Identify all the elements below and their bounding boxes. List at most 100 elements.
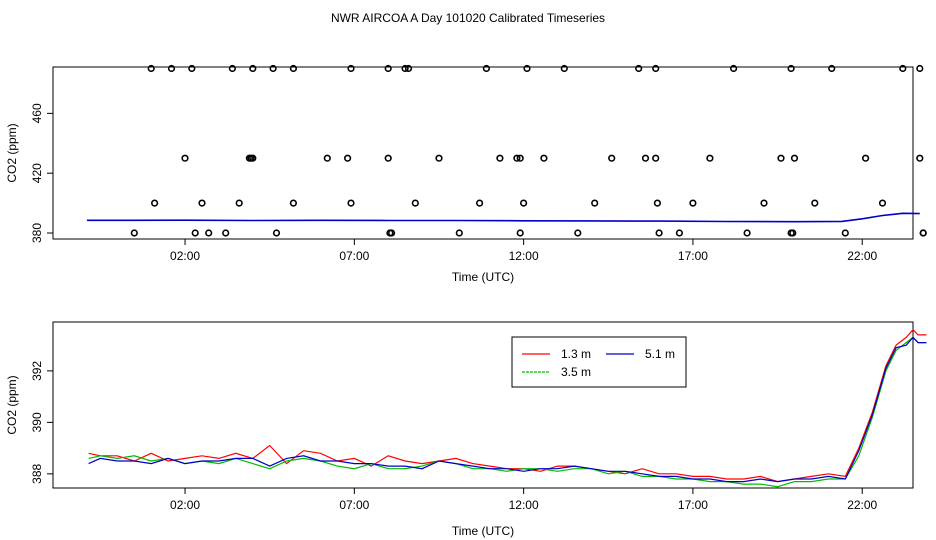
top-marker-point (235, 199, 243, 207)
legend-box (511, 336, 687, 388)
top-marker-point (269, 64, 277, 73)
bottom-series-layer (88, 328, 927, 488)
top-series-line-h51 (86, 212, 920, 223)
top-marker-point (916, 64, 924, 73)
top-marker-point (811, 199, 819, 207)
top-marker-point (655, 229, 663, 237)
bot-y-tick-label: 392 (30, 361, 44, 381)
top-series-layer (86, 212, 920, 223)
bot-series-line-h13 (88, 328, 927, 483)
top-marker-point (384, 154, 392, 162)
top-marker-point (191, 229, 199, 237)
bot-series-line-h35 (88, 336, 927, 488)
top-marker-point (147, 64, 155, 73)
top-marker-point (540, 154, 548, 162)
top-marker-point (513, 154, 521, 162)
bottom-x-axis-label: Time (UTC) (452, 524, 514, 538)
top-marker-point (652, 64, 660, 73)
top-marker-point (272, 229, 281, 237)
top-marker-point (760, 199, 768, 207)
top-marker-layer (130, 64, 927, 237)
top-marker-point (347, 64, 355, 73)
top-x-tick-label: 17:00 (678, 249, 708, 263)
top-marker-point (516, 229, 524, 237)
top-y-axis: 380 420 460 (30, 103, 53, 243)
top-marker-point (828, 64, 836, 73)
top-marker-point (496, 154, 504, 162)
top-marker-point (523, 64, 531, 73)
top-marker-point (289, 64, 298, 73)
top-marker-point (652, 154, 660, 162)
top-x-tick-label: 12:00 (509, 249, 539, 263)
bottom-panel: 02:00 07:00 12:00 17:00 22:00 388 390 392 Time… (5, 321, 927, 538)
legend-label-3-5m: 3.5 m (561, 365, 591, 379)
top-marker-point (198, 199, 206, 207)
bot-x-tick-label: 17:00 (678, 498, 708, 512)
legend: 1.3 m 5.1 m 3.5 m (511, 336, 687, 388)
top-marker-point (347, 199, 355, 207)
top-marker-point (289, 199, 298, 207)
top-marker-point (729, 64, 738, 73)
legend-label-5-1m: 5.1 m (645, 347, 675, 361)
top-marker-point (516, 154, 524, 162)
top-marker-point (591, 199, 599, 207)
top-marker-point (608, 154, 616, 162)
top-marker-point (743, 229, 751, 237)
top-marker-point (222, 229, 230, 237)
top-marker-point (653, 199, 662, 207)
top-marker-point (181, 154, 189, 162)
top-x-tick-label: 22:00 (847, 249, 877, 263)
top-marker-point (919, 229, 927, 237)
top-marker-point (790, 154, 799, 162)
bot-x-tick-label: 12:00 (509, 498, 539, 512)
top-marker-point (560, 64, 568, 73)
top-marker-point (411, 199, 419, 207)
top-y-tick-label: 380 (30, 223, 44, 243)
top-marker-point (188, 64, 196, 73)
bottom-x-axis: 02:00 07:00 12:00 17:00 22:00 (170, 488, 878, 512)
top-y-tick-label: 460 (30, 103, 44, 123)
bot-y-tick-label: 390 (30, 412, 44, 432)
top-plot-frame (52, 66, 914, 240)
top-x-axis-label: Time (UTC) (452, 270, 514, 284)
top-marker-point (476, 199, 484, 207)
top-marker-point (401, 64, 409, 73)
bot-y-tick-label: 388 (30, 464, 44, 484)
bot-x-tick-label: 22:00 (847, 498, 877, 512)
top-x-axis: 02:00 07:00 12:00 17:00 22:00 (170, 239, 878, 263)
top-panel: 02:00 07:00 12:00 17:00 22:00 380 420 460 Time… (5, 64, 927, 284)
top-marker-point (249, 154, 257, 162)
top-marker-point (899, 64, 907, 73)
top-marker-point (861, 154, 870, 162)
top-marker-point (384, 64, 392, 73)
bottom-y-axis-label: CO2 (ppm) (5, 375, 19, 434)
top-marker-point (841, 229, 849, 237)
top-x-tick-label: 02:00 (170, 249, 200, 263)
top-y-tick-label: 420 (30, 163, 44, 183)
chart-title: NWR AIRCOA A Day 101020 Calibrated Times… (331, 11, 605, 25)
top-marker-point (706, 154, 714, 162)
top-marker-point (151, 199, 159, 207)
top-y-axis-label: CO2 (ppm) (5, 123, 19, 182)
top-marker-point (388, 229, 396, 237)
top-marker-point (777, 154, 785, 162)
top-marker-point (787, 64, 795, 73)
top-x-tick-label: 07:00 (339, 249, 369, 263)
bot-x-tick-label: 02:00 (170, 498, 200, 512)
legend-label-1-3m: 1.3 m (561, 347, 591, 361)
bot-series-line-h51 (88, 336, 927, 483)
top-marker-point (635, 64, 643, 73)
top-marker-point (323, 154, 331, 162)
top-marker-point (205, 229, 213, 237)
top-marker-point (249, 64, 257, 73)
bot-x-tick-label: 07:00 (339, 498, 369, 512)
top-marker-point (167, 64, 176, 73)
top-marker-point (228, 64, 236, 73)
top-marker-point (641, 154, 650, 162)
top-marker-point (435, 154, 443, 162)
top-marker-point (482, 64, 491, 73)
bottom-y-axis: 388 390 392 (30, 361, 53, 484)
top-marker-point (689, 199, 697, 207)
top-marker-point (404, 64, 413, 73)
